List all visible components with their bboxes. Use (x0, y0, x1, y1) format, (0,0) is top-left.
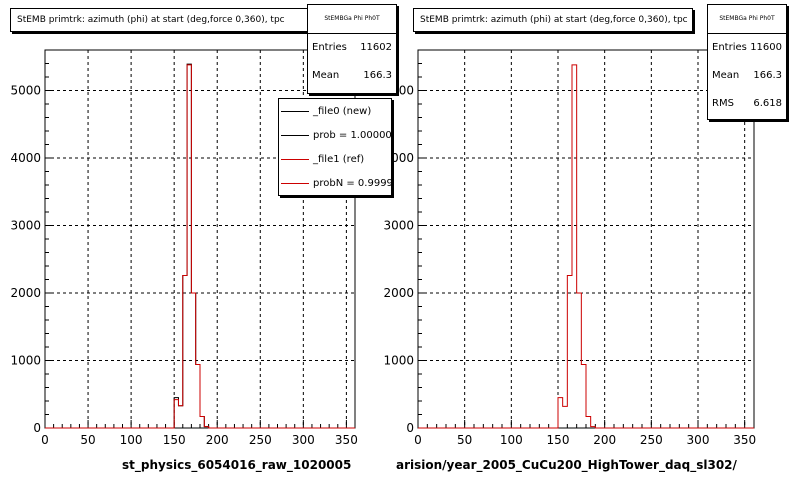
right-stats-row-rms: RMS 6.618 (708, 90, 786, 118)
left-stats-value: 166.3 (363, 70, 392, 81)
right-histogram-bin (586, 417, 591, 428)
left-legend: _file0 (new) prob = 1.000000 _file1 (ref… (278, 98, 392, 196)
right-histogram-bin (572, 65, 577, 428)
left-y-tick-label: 4000 (10, 151, 41, 165)
legend-entry: _file0 (new) (279, 99, 391, 123)
legend-entry: prob = 1.000000 (279, 123, 391, 147)
right-histogram-bin (567, 275, 572, 428)
right-y-tick-label: 0 (406, 421, 414, 435)
left-y-tick-label: 0 (33, 421, 41, 435)
right-stats-box: StEMBGa Phi Ph0T Entries 11600 Mean 166.… (707, 4, 787, 120)
left-histogram-bin (196, 365, 200, 428)
right-histogram-series-0 (418, 64, 754, 429)
left-x-tick-label: 300 (292, 433, 315, 447)
right-stats-value: 166.3 (753, 70, 782, 81)
right-stats-label: Entries (712, 42, 747, 53)
left-histogram-bin (174, 400, 178, 428)
left-x-tick-label: 0 (41, 433, 49, 447)
right-stats-row-mean: Mean 166.3 (708, 62, 786, 90)
legend-label: _file0 (new) (313, 105, 372, 117)
left-stats-value: 11602 (360, 42, 392, 53)
right-stats-row-entries: Entries 11600 (708, 34, 786, 62)
left-x-tick-label: 100 (120, 433, 143, 447)
left-stats-row-mean: Mean 166.3 (308, 62, 396, 90)
right-panel-title: StEMB primtrk: azimuth (phi) at start (d… (413, 8, 693, 32)
right-x-tick-label: 350 (733, 433, 756, 447)
right-x-tick-label: 250 (640, 433, 663, 447)
right-histogram-bin (558, 398, 563, 428)
left-y-tick-label: 1000 (10, 354, 41, 368)
legend-line-icon (281, 158, 309, 160)
right-x-tick-label: 150 (547, 433, 570, 447)
left-x-tick-label: 200 (206, 433, 229, 447)
right-y-tick-label: 3000 (383, 219, 414, 233)
left-histogram-bin (183, 275, 187, 428)
left-stats-label: Mean (312, 70, 340, 81)
right-x-footer-label: arision/year_2005_CuCu200_HighTower_daq_… (396, 458, 737, 472)
right-y-tick-label: 1000 (383, 354, 414, 368)
right-x-tick-label: 200 (593, 433, 616, 447)
right-stats-value: 6.618 (753, 98, 782, 109)
left-stats-label: Entries (312, 42, 347, 53)
left-histogram-bin (174, 398, 178, 428)
left-histogram-bin (178, 406, 182, 428)
left-x-footer-label: st_physics_6054016_raw_1020005 (122, 458, 352, 472)
left-x-tick-label: 50 (80, 433, 95, 447)
right-y-tick-label: 2000 (383, 286, 414, 300)
left-x-tick-label: 250 (249, 433, 272, 447)
legend-label: probN = 0.99994 (313, 177, 392, 189)
legend-line-icon (281, 134, 309, 136)
left-histogram-bin (200, 417, 204, 428)
left-histogram-bin (187, 64, 191, 428)
right-x-tick-label: 300 (687, 433, 710, 447)
legend-entry: probN = 0.99994 (279, 171, 391, 195)
left-stats-row-entries: Entries 11602 (308, 34, 396, 62)
left-histogram-series-1 (45, 64, 355, 429)
right-stats-value: 11600 (750, 42, 782, 53)
right-x-tick-label: 50 (457, 433, 472, 447)
left-histogram-bin (183, 275, 187, 428)
legend-line-icon (281, 182, 309, 184)
right-histogram-bin (563, 406, 568, 428)
legend-entry: _file1 (ref) (279, 147, 391, 171)
right-x-tick-label: 100 (500, 433, 523, 447)
legend-label: _file1 (ref) (313, 153, 365, 165)
right-stats-name: StEMBGa Phi Ph0T (708, 5, 786, 34)
left-histogram-bin (187, 65, 191, 428)
legend-label: prob = 1.000000 (313, 129, 392, 141)
left-y-tick-label: 2000 (10, 286, 41, 300)
right-histogram-bin (581, 365, 586, 428)
right-stats-label: Mean (712, 70, 740, 81)
legend-line-icon (281, 110, 309, 112)
left-x-tick-label: 150 (163, 433, 186, 447)
left-y-tick-label: 5000 (10, 84, 41, 98)
left-stats-box: StEMBGa Phi Ph0T Entries 11602 Mean 166.… (307, 4, 397, 94)
right-x-tick-label: 0 (414, 433, 422, 447)
left-y-tick-label: 3000 (10, 219, 41, 233)
left-histogram-bin (196, 365, 200, 428)
left-histogram-bin (200, 417, 204, 428)
left-stats-name: StEMBGa Phi Ph0T (308, 5, 396, 34)
left-histogram-bin (178, 406, 182, 428)
left-panel-title: StEMB primtrk: azimuth (phi) at start (d… (10, 8, 316, 32)
right-stats-label: RMS (712, 98, 734, 109)
left-x-tick-label: 350 (335, 433, 358, 447)
